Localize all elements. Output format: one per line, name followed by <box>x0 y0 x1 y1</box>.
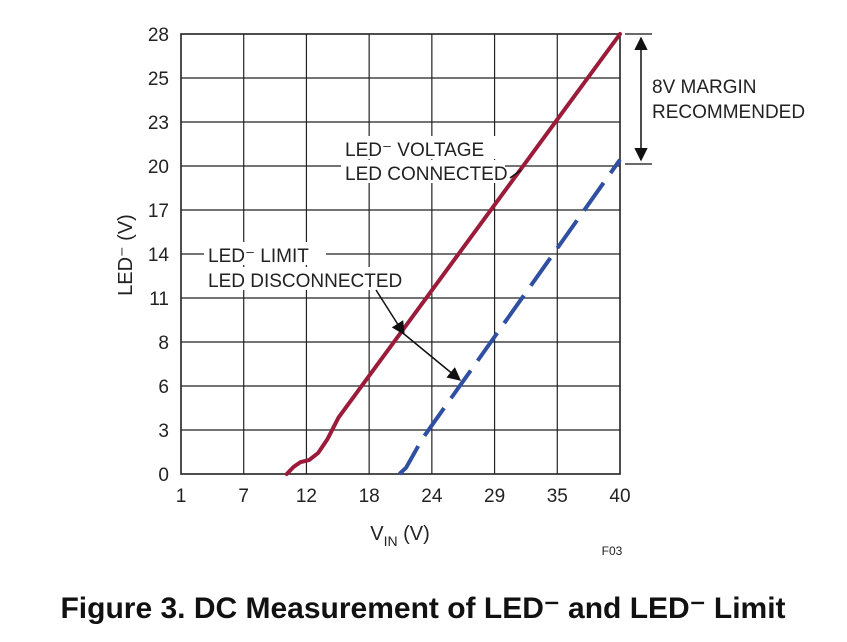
annotation-margin-line-2: RECOMMENDED <box>652 102 805 123</box>
y-tick-label: 6 <box>158 377 169 398</box>
x-tick-label: 18 <box>359 486 380 507</box>
annotation-lower-line-1: LED⁻ LIMIT <box>208 246 309 267</box>
y-tick-label: 14 <box>148 245 170 266</box>
leader-line-upper <box>509 169 522 179</box>
leader-arrow-dashed <box>403 333 462 381</box>
x-tick-labels: 1 7 12 18 24 29 35 40 <box>176 486 631 507</box>
x-tick-label: 1 <box>176 486 187 507</box>
y-tick-label: 20 <box>148 157 169 178</box>
leader-arrow-solid <box>375 289 405 336</box>
series-line-1 <box>284 32 622 476</box>
x-axis-label: VIN (V) <box>370 523 430 549</box>
x-tick-label: 29 <box>484 486 505 507</box>
figure-id: F03 <box>602 544 623 558</box>
annotation-upper-line-1-bg <box>341 136 505 159</box>
y-axis-label: LED⁻ (V) <box>115 214 137 296</box>
x-axis-label-sub: IN <box>384 533 398 549</box>
x-axis-label-unit: (V) <box>398 523 430 545</box>
annotation-upper-line-2-bg <box>341 160 505 183</box>
x-tick-label: 12 <box>296 486 317 507</box>
y-tick-labels: 0 3 6 8 11 14 17 20 23 25 28 <box>148 25 170 486</box>
series-group <box>284 32 622 476</box>
annotation-upper-line-2: LED CONNECTED <box>345 164 508 185</box>
annotation-upper-line-1: LED⁻ VOLTAGE <box>345 140 484 161</box>
y-tick-label: 25 <box>148 69 169 90</box>
annotation-lower-line-1-bg <box>204 242 326 265</box>
y-tick-label: 8 <box>158 333 169 354</box>
annotation-lower-line-2-bg <box>204 267 400 290</box>
y-tick-label: 3 <box>158 421 169 442</box>
x-tick-label: 40 <box>609 486 630 507</box>
x-axis-label-main: V <box>370 523 384 545</box>
y-tick-label: 23 <box>148 113 169 134</box>
y-tick-label: 11 <box>149 289 169 310</box>
figure-caption: Figure 3. DC Measurement of LED⁻ and LED… <box>60 592 785 625</box>
annotation-lower-line-2: LED DISCONNECTED <box>208 271 402 292</box>
annotation-margin-line-1: 8V MARGIN <box>652 77 757 98</box>
annotations: LED⁻ VOLTAGE LED CONNECTED LED⁻ LIMIT LED D… <box>204 33 805 381</box>
x-tick-label: 35 <box>547 486 568 507</box>
x-tick-label: 7 <box>238 486 249 507</box>
y-tick-label: 28 <box>148 25 169 46</box>
y-tick-label: 17 <box>148 201 169 222</box>
y-tick-label: 0 <box>158 465 169 486</box>
series-line-2 <box>398 158 622 476</box>
x-tick-label: 24 <box>421 486 443 507</box>
